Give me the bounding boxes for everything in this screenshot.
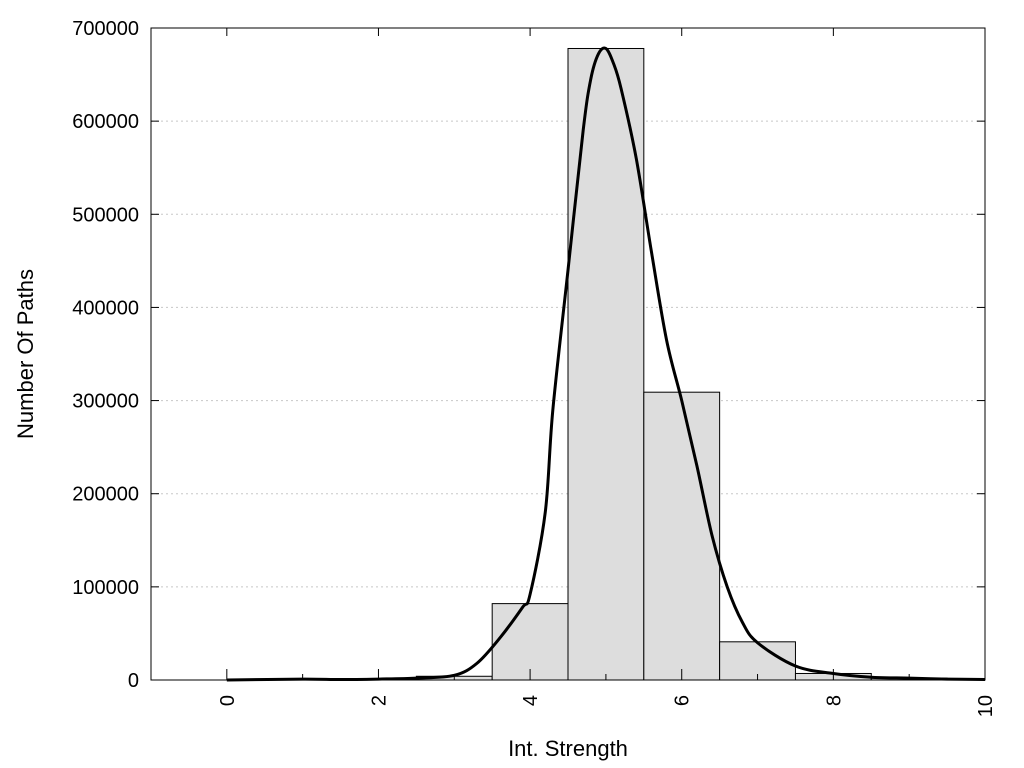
- y-tick-label: 500000: [72, 204, 139, 226]
- plot-frame: [150, 27, 986, 681]
- x-tick-label: 8: [823, 695, 845, 706]
- y-tick-label: 400000: [72, 297, 139, 319]
- y-tick-label: 0: [128, 670, 139, 692]
- bars: [264, 47, 986, 681]
- fit-curve: [226, 46, 986, 682]
- x-tick-label: 10: [975, 695, 997, 717]
- x-tick-label: 0: [217, 695, 239, 706]
- histogram-bar: [491, 603, 569, 681]
- y-axis-ticks: 0 100000 200000 300000 400000 500000 600000 700…: [72, 18, 985, 692]
- y-axis-label: Number Of Paths: [13, 269, 38, 439]
- y-tick-label: 600000: [72, 111, 139, 133]
- y-tick-label: 100000: [72, 577, 139, 599]
- x-tick-label: 6: [672, 695, 694, 706]
- y-tick-label: 700000: [72, 18, 139, 40]
- y-tick-label: 300000: [72, 391, 139, 413]
- x-axis-ticks: 0 2 4 6 8 10: [217, 28, 997, 717]
- histogram-bar: [643, 391, 721, 681]
- x-tick-label: 2: [368, 695, 390, 706]
- fit-curve-line: [226, 46, 986, 682]
- x-tick-label: 4: [520, 695, 542, 706]
- x-axis-label: Int. Strength: [508, 736, 628, 761]
- y-tick-label: 200000: [72, 484, 139, 506]
